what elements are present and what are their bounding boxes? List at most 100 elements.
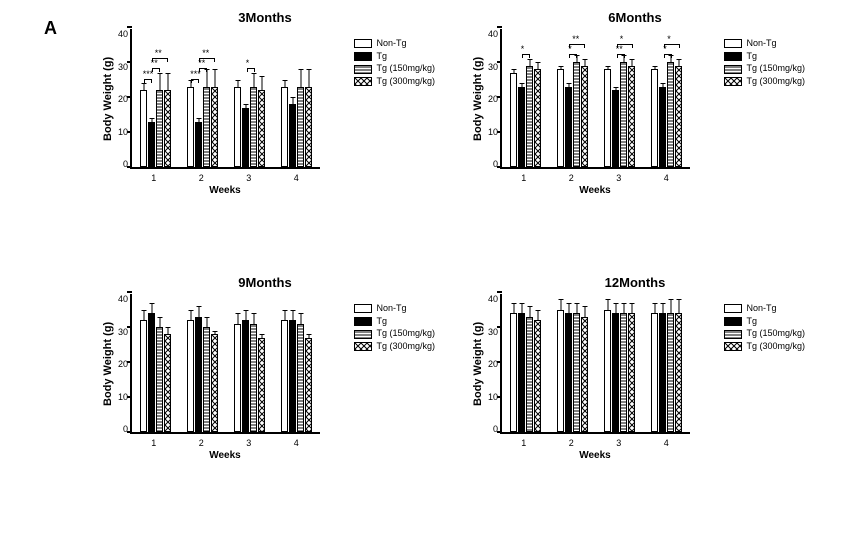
legend-item: Non-Tg — [354, 303, 435, 315]
bar-group — [140, 313, 171, 432]
y-ticks: 403020100 — [114, 29, 130, 169]
error-bar — [615, 303, 616, 314]
legend-item: Non-Tg — [724, 303, 805, 315]
bar — [581, 317, 588, 433]
x-tick-label: 1 — [521, 173, 526, 183]
bar — [203, 87, 210, 168]
plot-area — [500, 294, 690, 434]
error-bar — [284, 80, 285, 87]
x-tick-label: 4 — [664, 438, 669, 448]
error-bar — [253, 73, 254, 87]
bar — [289, 320, 296, 432]
legend-item: Tg (300mg/kg) — [354, 341, 435, 353]
error-bar — [214, 69, 215, 87]
bar-groups — [502, 294, 690, 432]
error-bar — [654, 303, 655, 314]
bar — [195, 122, 202, 168]
bar-group — [510, 66, 541, 168]
error-bar — [245, 104, 246, 108]
error-bar — [245, 310, 246, 321]
error-bar — [300, 69, 301, 87]
bar — [573, 313, 580, 432]
plot-area — [130, 294, 320, 434]
sig-label: * — [521, 44, 525, 54]
bar — [203, 327, 210, 432]
error-bar — [607, 299, 608, 310]
bar — [659, 87, 666, 168]
legend-label: Tg — [376, 316, 387, 328]
sig-bracket — [199, 58, 215, 59]
x-tick-label: 2 — [569, 173, 574, 183]
x-tick-label: 4 — [294, 438, 299, 448]
bar — [659, 313, 666, 432]
bar-group — [281, 87, 312, 168]
sig-bracket — [522, 54, 530, 55]
bar — [565, 313, 572, 432]
error-bar — [198, 306, 199, 317]
bar-groups — [502, 29, 690, 167]
legend-item: Non-Tg — [724, 38, 805, 50]
bar — [604, 69, 611, 167]
chart-title: 6Months — [470, 10, 800, 25]
error-bar — [537, 310, 538, 321]
bar — [534, 320, 541, 432]
bar — [258, 90, 265, 167]
plot-area: *************** — [130, 29, 320, 169]
sig-label: * — [620, 34, 624, 44]
error-bar — [607, 66, 608, 70]
bar — [140, 320, 147, 432]
bar — [518, 87, 525, 168]
error-bar — [167, 73, 168, 91]
bar — [565, 87, 572, 168]
bar-group — [281, 320, 312, 432]
legend-swatch — [724, 39, 742, 48]
y-tick-label: 40 — [118, 294, 128, 304]
sig-bracket — [152, 68, 160, 69]
error-bar — [654, 66, 655, 70]
bar — [187, 320, 194, 432]
legend-label: Tg (150mg/kg) — [376, 63, 435, 75]
bar — [612, 90, 619, 167]
chart-title: 9Months — [100, 275, 430, 290]
error-bar — [237, 313, 238, 324]
sig-bracket — [152, 58, 168, 59]
error-bar — [198, 118, 199, 122]
legend-label: Non-Tg — [746, 303, 776, 315]
bar — [667, 62, 674, 167]
y-tick-label: 30 — [118, 327, 128, 337]
bar — [510, 73, 517, 168]
error-bar — [623, 303, 624, 314]
error-bar — [151, 118, 152, 122]
legend-swatch — [354, 330, 372, 339]
bar — [156, 327, 163, 432]
bar — [211, 334, 218, 432]
sig-bracket — [617, 54, 625, 55]
error-bar — [678, 59, 679, 66]
legend-item: Tg (150mg/kg) — [354, 328, 435, 340]
bar — [164, 90, 171, 167]
chart-9Months: 9Months Body Weight (g) 403020100 — [100, 275, 430, 510]
legend-item: Tg — [724, 316, 805, 328]
x-axis-label: Weeks — [500, 450, 690, 461]
error-bar — [143, 83, 144, 90]
bar-group — [557, 62, 588, 167]
bar — [140, 90, 147, 167]
bar-groups — [132, 294, 320, 432]
x-tick-label: 3 — [616, 438, 621, 448]
legend-swatch — [724, 330, 742, 339]
y-tick-label: 40 — [118, 29, 128, 39]
legend-label: Tg (300mg/kg) — [376, 341, 435, 353]
x-ticks: 1234 — [130, 173, 320, 183]
legend-item: Tg (300mg/kg) — [724, 341, 805, 353]
error-bar — [560, 299, 561, 310]
error-bar — [615, 87, 616, 91]
x-axis-label: Weeks — [130, 450, 320, 461]
y-tick-label: 30 — [488, 327, 498, 337]
bar — [620, 62, 627, 167]
legend-item: Tg (150mg/kg) — [354, 63, 435, 75]
x-tick-label: 3 — [616, 173, 621, 183]
error-bar — [253, 313, 254, 324]
error-bar — [662, 83, 663, 87]
bar — [651, 313, 658, 432]
x-ticks: 1234 — [130, 438, 320, 448]
